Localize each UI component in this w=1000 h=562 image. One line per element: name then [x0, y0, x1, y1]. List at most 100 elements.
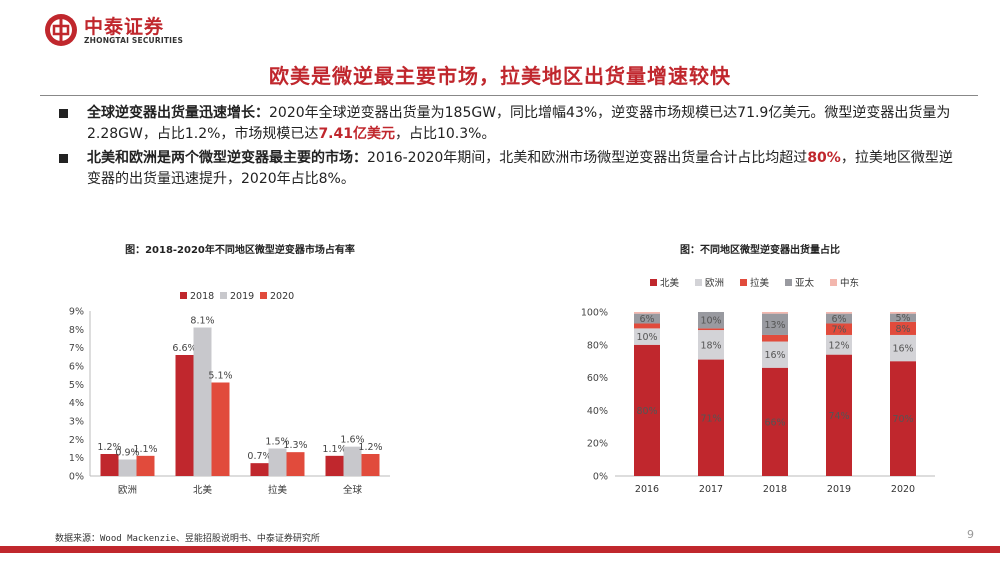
chart-title-right: 图：不同地区微型逆变器出货量占比: [680, 245, 840, 256]
data-label: 8%: [895, 324, 910, 335]
stacked-bar-segment: [634, 312, 660, 314]
y-tick-label: 7%: [69, 343, 84, 354]
data-label: 1.1%: [322, 444, 346, 455]
bullet-text: ，占比10.3%。: [394, 126, 496, 142]
legend-label: 2020: [270, 291, 294, 302]
data-label: 0.7%: [247, 451, 271, 462]
stacked-bar-segment: [698, 328, 724, 331]
stacked-bar-segment: [890, 313, 916, 322]
y-tick-label: 40%: [587, 406, 608, 417]
data-label: 10%: [700, 316, 721, 327]
y-tick-label: 1%: [69, 453, 84, 464]
data-label: 6.6%: [172, 343, 196, 354]
data-label: 12%: [828, 340, 849, 351]
stacked-bar-segment: [890, 312, 916, 314]
data-label: 16%: [892, 344, 913, 355]
market-share-bar-chart: 0%1%2%3%4%5%6%7%8%9%2018 2019 20201.2%0.9%…: [69, 291, 390, 496]
bar: [175, 355, 194, 476]
y-tick-label: 4%: [69, 398, 84, 409]
bar: [118, 459, 137, 476]
brand-name-en: ZHONGTAI SECURITIES: [84, 36, 184, 45]
y-tick-label: 2%: [69, 435, 84, 446]
bar: [343, 446, 362, 476]
x-tick-label: 2016: [635, 484, 659, 495]
stacked-bar-segment: [698, 359, 724, 476]
bullet-highlight: 7.41亿美元: [318, 126, 395, 142]
data-label: 18%: [700, 340, 721, 351]
legend-label: 欧洲: [705, 277, 724, 289]
legend-label: 北美: [660, 277, 680, 289]
data-label: 0.9%: [115, 448, 139, 459]
data-label: 1.5%: [265, 437, 289, 448]
data-label: 8.1%: [190, 316, 214, 327]
data-label: 6%: [831, 314, 846, 325]
bullet-heading: 北美和欧洲是两个微型逆变器最主要的市场：: [87, 150, 367, 166]
legend-swatch: [740, 279, 747, 286]
bullet-item: 全球逆变器出货量迅速增长：2020年全球逆变器出货量为185GW，同比增幅43%…: [55, 103, 955, 145]
stacked-bar-segment: [826, 323, 852, 335]
stacked-bar-segment: [762, 341, 788, 368]
bar: [325, 455, 344, 476]
bar: [286, 452, 305, 476]
data-label: 1.2%: [358, 442, 382, 453]
y-tick-label: 100%: [581, 308, 608, 319]
data-label: 6%: [639, 314, 654, 325]
stacked-bar-segment: [634, 344, 660, 476]
y-tick-label: 9%: [69, 307, 84, 318]
x-tick-label: 拉美: [268, 484, 288, 496]
data-label: 70%: [892, 414, 913, 425]
legend-label: 中东: [840, 277, 859, 289]
y-tick-label: 20%: [587, 439, 608, 450]
y-tick-label: 0%: [593, 472, 608, 483]
data-label: 1.1%: [133, 444, 157, 455]
brand-name-cn: 中泰证券: [84, 16, 165, 38]
y-tick-label: 5%: [69, 380, 84, 391]
data-label: 5%: [895, 313, 910, 324]
data-source: 数据来源：Wood Mackenzie、昱能招股说明书、中泰证券研究所: [55, 534, 320, 544]
data-label: 16%: [764, 350, 785, 361]
y-tick-label: 6%: [69, 362, 84, 373]
y-tick-label: 8%: [69, 325, 84, 336]
legend-label: 2018: [190, 291, 214, 302]
bar: [250, 463, 269, 476]
bar: [211, 382, 230, 476]
bar: [361, 454, 380, 476]
stacked-bar-segment: [634, 323, 660, 329]
stacked-bar-segment: [890, 361, 916, 476]
legend-swatch: [220, 292, 227, 299]
x-tick-label: 北美: [193, 484, 213, 496]
bullet-item: 北美和欧洲是两个微型逆变器最主要的市场：2016-2020年期间，北美和欧洲市场…: [55, 148, 955, 190]
legend-swatch: [830, 279, 837, 286]
title-divider: [40, 95, 978, 96]
footer-bar: [0, 546, 1000, 553]
stacked-bar-segment: [826, 313, 852, 324]
x-tick-label: 全球: [343, 484, 363, 496]
stacked-bar-segment: [762, 312, 788, 314]
bullet-list: 全球逆变器出货量迅速增长：2020年全球逆变器出货量为185GW，同比增幅43%…: [55, 103, 955, 193]
stacked-bar-segment: [634, 328, 660, 345]
data-label: 1.6%: [340, 435, 364, 446]
bar: [268, 448, 287, 476]
stacked-bar-segment: [890, 321, 916, 335]
x-tick-label: 2018: [763, 484, 787, 495]
stacked-bar-segment: [762, 334, 788, 342]
page-title: 欧美是微逆最主要市场，拉美地区出货量增速较快: [269, 64, 731, 88]
x-tick-label: 2017: [699, 484, 723, 495]
bullet-text: 2016-2020年期间，北美和欧洲市场微型逆变器出货量合计占比均超过: [367, 150, 808, 166]
stacked-bar-segment: [698, 330, 724, 360]
legend-swatch: [785, 279, 792, 286]
stacked-bar-segment: [634, 313, 660, 324]
legend-label: 2019: [230, 291, 254, 302]
data-label: 10%: [636, 332, 657, 343]
bullet-heading: 全球逆变器出货量迅速增长：: [87, 105, 269, 121]
bar: [100, 454, 119, 476]
legend-swatch: [260, 292, 267, 299]
stacked-bar-segment: [762, 367, 788, 476]
legend-label: 拉美: [750, 277, 770, 289]
chart-title-left: 图：2018-2020年不同地区微型逆变器市场占有率: [125, 245, 355, 256]
y-tick-label: 80%: [587, 340, 608, 351]
x-tick-label: 2020: [891, 484, 915, 495]
bullet-text: ，拉美地区微型逆变器的出货量迅速提升，2020年占比8%。: [87, 150, 953, 187]
data-label: 80%: [636, 406, 657, 417]
data-label: 1.2%: [97, 442, 121, 453]
